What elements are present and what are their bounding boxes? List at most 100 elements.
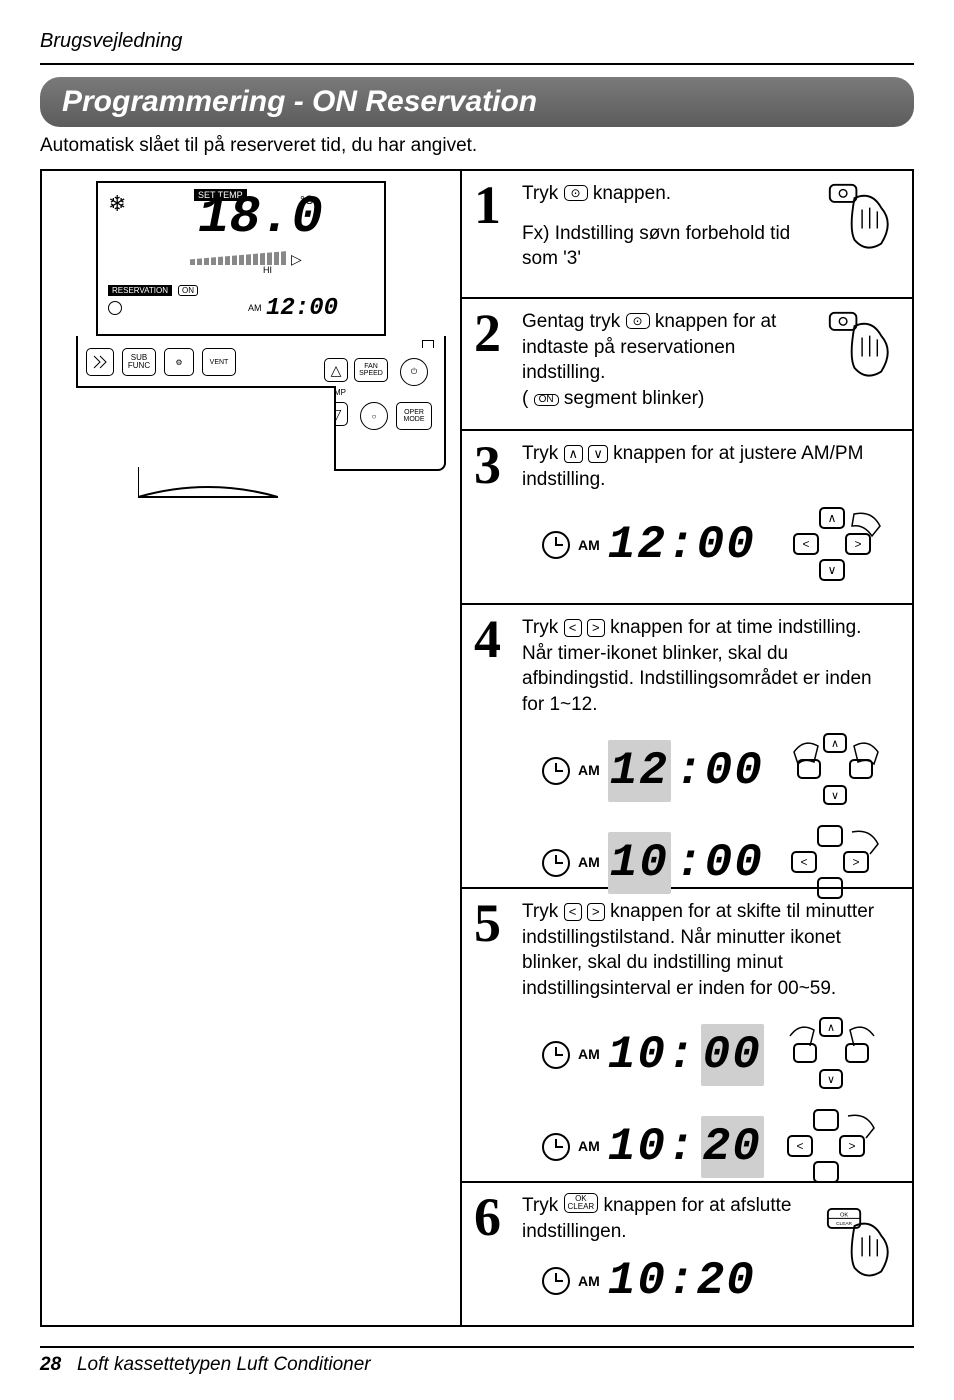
remote-illustration: ❄ SET TEMP 18.0 °C ▷ HI RESERVATION ON A…	[56, 181, 446, 471]
fan-arrow-icon: ▷	[291, 251, 302, 268]
remote-stem-icon	[138, 467, 278, 501]
lcd-time: 12:00	[266, 295, 338, 322]
clock-icon	[542, 1133, 570, 1161]
hand-press-ok-icon: OK CLEAR	[826, 1207, 902, 1283]
timer-button-icon: ⊙	[564, 185, 588, 201]
step-6: 6 Tryk OK CLEAR knappen for at afslutte …	[462, 1183, 912, 1325]
step-4-text-a: Tryk	[522, 617, 564, 638]
step-5-ampm-2: AM	[578, 1137, 600, 1156]
remote-sub-func-button: SUB FUNC	[122, 348, 156, 376]
svg-text:∧: ∧	[827, 1022, 835, 1034]
dpad-up-down-icon: ∧ < > ∨	[792, 506, 884, 584]
step-4-t1-min: :00	[675, 740, 764, 802]
on-chip-icon: ON	[534, 394, 559, 406]
fan-bars-icon	[190, 251, 288, 265]
remote-flow-button	[86, 348, 114, 376]
snowflake-icon: ❄	[108, 191, 126, 217]
step-2: 2 Gentag tryk ⊙ knappen for at indtaste …	[462, 299, 912, 431]
lcd-hi-label: HI	[263, 265, 272, 275]
step-5-time-1: 10:00	[608, 1024, 764, 1086]
steps-column: 1 Tryk ⊙ knappen. Fx) Indstilling søvn f…	[460, 171, 912, 1325]
step-5: 5 Tryk < > knappen for at skifte til min…	[462, 889, 912, 1183]
step-1-number: 1	[474, 181, 512, 287]
remote-temp-up: △	[324, 358, 348, 382]
page-subtitle: Automatisk slået til på reserveret tid, …	[40, 135, 914, 157]
left-button-icon: <	[564, 619, 582, 637]
top-divider	[40, 63, 914, 65]
step-4-ampm-1: AM	[578, 761, 600, 780]
step-4-t2-min: :00	[675, 832, 764, 894]
step-4-text-c: Når timer-ikonet blinker, skal du afbind…	[522, 641, 894, 718]
page-title: Programmering - ON Reservation	[40, 77, 914, 127]
step-3-text-a: Tryk	[522, 443, 564, 464]
main-content-box: ❄ SET TEMP 18.0 °C ▷ HI RESERVATION ON A…	[40, 169, 914, 1327]
step-5-t1-h: 10:	[608, 1024, 697, 1086]
step-3-number: 3	[474, 441, 512, 593]
step-2-paren-b: segment blinker)	[564, 388, 704, 409]
step-4-time-1: 12:00	[608, 740, 764, 802]
remote-gear-button: ⚙	[164, 348, 194, 376]
step-3-ampm: AM	[578, 536, 600, 555]
step-5-t1-m: 00	[701, 1024, 764, 1086]
remote-ir-icon	[422, 340, 434, 348]
svg-text:<: <	[802, 537, 809, 551]
step-4-t1-hours: 12	[608, 740, 671, 802]
hand-press-icon	[826, 309, 902, 385]
page-footer: 28 Loft kassettetypen Luft Conditioner	[40, 1346, 914, 1376]
step-4: 4 Tryk < > knappen for at time indstilli…	[462, 605, 912, 889]
step-6-ampm: AM	[578, 1272, 600, 1291]
step-5-ampm-1: AM	[578, 1045, 600, 1064]
lcd-deg-label: °C	[300, 193, 313, 207]
step-2-text-a: Gentag tryk	[522, 311, 626, 332]
step-5-body: Tryk < > knappen for at skifte til minut…	[522, 899, 900, 1171]
clock-icon	[542, 1267, 570, 1295]
step-2-number: 2	[474, 309, 512, 419]
step-5-t2-m: 20	[701, 1116, 764, 1178]
svg-text:∨: ∨	[831, 790, 839, 802]
lcd-clock-icon	[108, 301, 122, 315]
remote-cutout	[76, 386, 336, 471]
step-1: 1 Tryk ⊙ knappen. Fx) Indstilling søvn f…	[462, 171, 912, 299]
step-4-t2-hours: 10	[608, 832, 671, 894]
timer-button-icon: ⊙	[626, 313, 650, 329]
remote-oper-mode-button: OPER MODE	[396, 402, 432, 430]
down-button-icon: ∨	[588, 445, 608, 463]
step-4-ampm-2: AM	[578, 853, 600, 872]
step-4-body: Tryk < > knappen for at time indstilling…	[522, 615, 900, 877]
step-3-time: 12:00	[608, 514, 756, 576]
clock-icon	[542, 849, 570, 877]
svg-text:∧: ∧	[831, 738, 839, 750]
step-6-number: 6	[474, 1193, 512, 1315]
dpad-lr-icon: < >	[786, 1108, 878, 1186]
lcd-on-chip: ON	[178, 285, 198, 296]
step-4-number: 4	[474, 615, 512, 877]
remote-mode-circle: ○	[360, 402, 388, 430]
page-number: 28	[40, 1354, 61, 1375]
clock-icon	[542, 531, 570, 559]
step-6-text-a: Tryk	[522, 1195, 564, 1216]
hands-dpad-icon: ∧ ∨	[786, 1016, 878, 1094]
right-button-icon: >	[587, 903, 605, 921]
step-1-text-b: knappen.	[593, 183, 671, 204]
svg-text:>: >	[848, 1139, 855, 1153]
footer-caption: Loft kassettetypen Luft Conditioner	[77, 1354, 371, 1375]
svg-text:>: >	[854, 537, 861, 551]
left-button-icon: <	[564, 903, 582, 921]
step-5-time-2: 10:20	[608, 1116, 764, 1178]
clock-icon	[542, 757, 570, 785]
step-4-time-2: 10:00	[608, 832, 764, 894]
svg-text:<: <	[796, 1139, 803, 1153]
step-1-text-2: Fx) Indstilling søvn forbehold tid som '…	[522, 221, 820, 272]
svg-text:OK: OK	[840, 1213, 848, 1219]
footer-divider	[40, 1346, 914, 1348]
step-1-text-a: Tryk	[522, 183, 564, 204]
svg-text:∨: ∨	[827, 1074, 835, 1086]
lcd-screen: ❄ SET TEMP 18.0 °C ▷ HI RESERVATION ON A…	[96, 181, 386, 336]
step-4-text-b: knappen for at time indstilling.	[610, 617, 861, 638]
hands-dpad-icon: ∧ ∨	[790, 732, 882, 810]
step-3: 3 Tryk ∧ ∨ knappen for at justere AM/PM …	[462, 431, 912, 605]
svg-text:>: >	[852, 855, 859, 869]
right-button-icon: >	[587, 619, 605, 637]
reservation-badge: RESERVATION	[108, 285, 172, 296]
step-5-text-a: Tryk	[522, 901, 564, 922]
